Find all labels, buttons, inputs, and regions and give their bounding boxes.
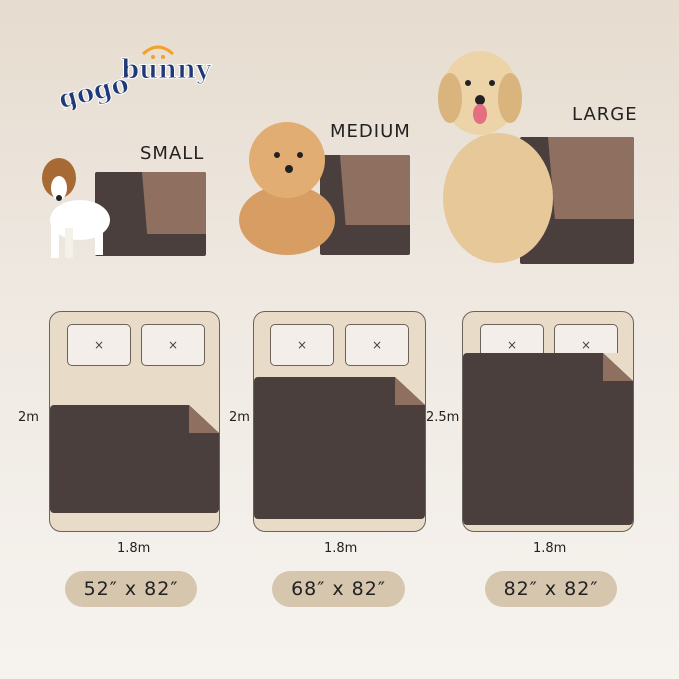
pillow: × [141,324,205,366]
size-label-medium: MEDIUM [330,121,411,142]
length-label: 2.5m [426,410,460,425]
bed-diagram-large: × × [462,311,634,532]
small-dog-image [42,158,110,258]
dimension-badge-large: 82″ x 82″ [485,571,617,607]
size-label-large: LARGE [572,104,638,125]
width-label: 1.8m [117,541,151,556]
pad-overlay-large [463,353,633,525]
bed-diagram-medium: × × [253,311,426,532]
pad-overlay-medium [254,377,425,519]
pad-overlay-small [50,405,219,513]
svg-text:bunny: bunny [121,55,212,85]
dimension-badge-medium: 68″ x 82″ [272,571,405,607]
dimension-badge-small: 52″ x 82″ [65,571,197,607]
pad-medium-image [320,155,410,255]
pillow: × [270,324,334,366]
length-label: 2m [18,410,39,425]
pillow: × [345,324,409,366]
length-label: 2m [229,410,250,425]
bed-diagram-small: × × [49,311,220,532]
medium-dog-image [239,122,335,255]
gogobunny-logo: gogo bunny [55,45,212,110]
width-label: 1.8m [324,541,358,556]
pillow: × [67,324,131,366]
width-label: 1.8m [533,541,567,556]
large-dog-image [438,51,553,263]
size-label-small: SMALL [140,143,205,164]
pad-small-image [95,172,206,256]
